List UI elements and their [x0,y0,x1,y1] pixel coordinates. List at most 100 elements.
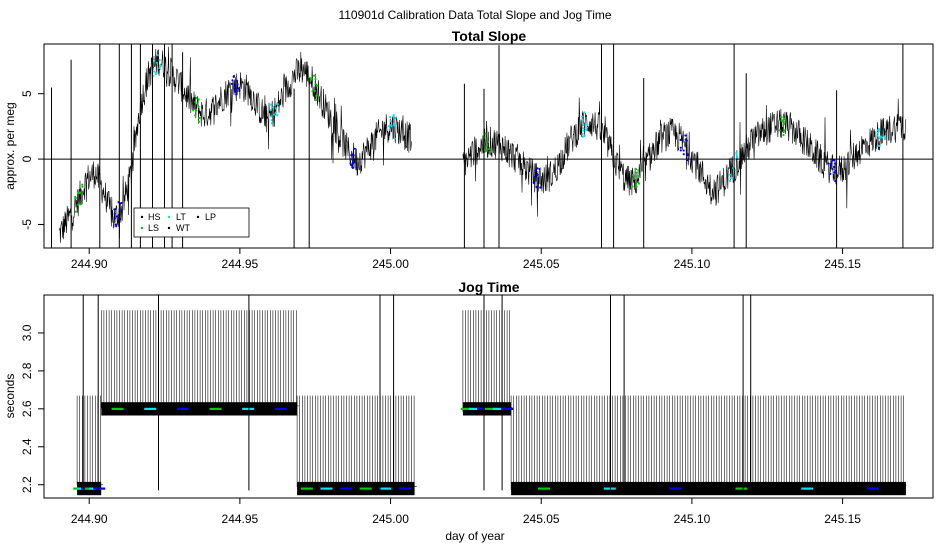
calibration-marker [538,487,550,490]
calibration-point [533,176,536,179]
calibration-point [535,185,538,189]
jog-time-panel: Jog Time 244.90 244.95 245.00 245.05 245.10 2… [3,279,934,526]
calibration-point [878,144,881,148]
calibration-point [392,114,395,117]
calibration-point [831,168,834,171]
calibration-point [631,185,634,188]
calibration-marker [242,407,255,410]
legend-label-hs: HS [148,212,161,222]
calibration-point [230,82,233,85]
calibration-point [635,185,638,188]
calibration-point [197,120,201,123]
legend-box [133,207,250,238]
calibration-point [877,129,880,133]
calibration-point [729,179,732,183]
legend-marker-wt [167,226,171,230]
jog-time-segment-3 [296,395,417,493]
calibration-point [158,59,161,62]
calibration-point [74,195,77,198]
calibration-point [583,111,586,114]
calibration-point [156,54,159,57]
calibration-point [269,108,272,112]
calibration-marker [111,407,124,410]
calibration-point [637,169,640,172]
calibration-marker [493,407,505,410]
calibration-marker [144,407,157,410]
calibration-point [113,217,117,220]
calibration-point [487,140,490,143]
calibration-point [731,176,734,179]
calibration-point [736,156,739,159]
y-tick-label: 2.8 [20,362,34,379]
calibration-point [193,94,196,97]
total-slope-plot-frame [43,43,934,249]
calibration-point [351,161,355,165]
calibration-point [194,114,197,117]
calibration-point [270,122,273,125]
calibration-point [115,225,118,228]
calibration-point [534,169,538,172]
calibration-point [81,183,84,186]
jog-time-axes: 244.90 244.95 245.00 245.05 245.10 245.15 2.2 2… [20,324,861,526]
calibration-point [586,123,589,126]
calibration-point [684,134,687,137]
calibration-point [270,103,273,106]
x-tick-label: 245.00 [372,257,409,271]
calibration-point [272,106,275,109]
x-tick-label: 245.10 [674,512,711,526]
calibration-point [728,173,732,176]
calibration-point [192,109,195,112]
legend-label-wt: WT [176,223,190,233]
calibration-point [582,127,585,130]
calibration-point [782,134,785,137]
jog-time-segment-1 [76,395,104,493]
y-tick-label: 2.4 [20,438,34,455]
calibration-point [313,89,316,92]
calibration-point [581,115,584,118]
calibration-point [632,175,635,178]
calibration-marker [320,487,333,490]
calibration-point [536,167,539,170]
calibration-point [311,90,314,93]
legend-marker-hs [140,215,144,219]
calibration-marker [379,487,392,490]
calibration-point [276,114,279,117]
calibration-point [834,162,837,165]
calibration-point [234,88,237,91]
calibration-point [235,93,238,96]
calibration-point [350,158,353,161]
calibration-marker [359,487,372,490]
calibration-point [878,137,881,140]
calibration-point [485,149,488,152]
calibration-point [194,100,197,104]
jog-time-band [297,481,415,496]
calibration-point [197,98,200,101]
legend-label-lp: LP [205,212,216,222]
y-tick-label: 5 [20,90,34,97]
calibration-point [633,176,636,180]
calibration-marker [460,407,473,410]
calibration-marker [274,407,287,410]
calibration-point [635,171,639,174]
calibration-marker [603,487,616,490]
total-slope-title: Total Slope [452,28,527,44]
x-tick-label: 245.15 [824,512,861,526]
calibration-point [833,165,836,169]
calibration-point [350,164,353,167]
y-tick-label: -5 [20,219,34,230]
calibration-point [682,149,685,152]
calibration-point [314,78,317,81]
x-tick-label: 244.95 [222,257,259,271]
total-slope-ylabel: approx. per meg [3,102,17,189]
calibration-point [582,129,585,132]
jog-time-segment-4 [462,310,513,413]
calibration-point [778,129,781,132]
total-slope-series-2 [462,97,907,217]
total-slope-axes: 244.90 244.95 245.00 245.05 245.10 245.15 -5 0 5 [20,90,861,271]
calibration-point [270,119,273,122]
calibration-point [393,122,396,125]
x-tick-label: 244.90 [71,257,108,271]
calibration-point [74,210,77,213]
calibration-point [237,87,240,90]
